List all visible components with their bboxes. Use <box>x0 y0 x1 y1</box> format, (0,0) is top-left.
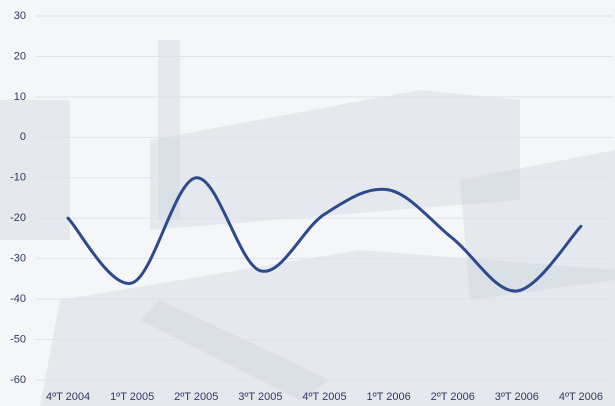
x-tick-label: 1ºT 2006 <box>367 391 411 403</box>
y-tick-label: -10 <box>10 172 26 184</box>
data-line <box>66 176 583 293</box>
y-tick-label: 10 <box>14 91 26 103</box>
y-tick-label: 30 <box>14 10 26 22</box>
y-tick-label: 0 <box>20 131 26 143</box>
y-tick-label: -20 <box>10 212 26 224</box>
y-tick-label: 20 <box>14 50 26 62</box>
x-tick-label: 2ºT 2006 <box>431 391 475 403</box>
y-tick-label: -40 <box>10 293 26 305</box>
x-tick-label: 4ºT 2006 <box>559 391 603 403</box>
y-tick-label: -30 <box>10 253 26 265</box>
y-tick-label: -50 <box>10 333 26 345</box>
x-tick-label: 2ºT 2005 <box>174 391 218 403</box>
x-tick-label: 3ºT 2006 <box>495 391 539 403</box>
background-photo <box>0 40 615 406</box>
x-tick-label: 1ºT 2005 <box>110 391 154 403</box>
x-tick-label: 3ºT 2005 <box>238 391 282 403</box>
y-tick-label: -60 <box>10 374 26 386</box>
x-tick-label: 4ºT 2004 <box>46 391 90 403</box>
x-tick-label: 4ºT 2005 <box>302 391 346 403</box>
